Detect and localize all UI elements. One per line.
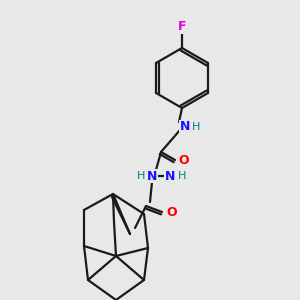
Text: O: O: [179, 154, 189, 166]
Text: H: H: [137, 171, 145, 181]
Text: N: N: [165, 169, 175, 182]
Text: N: N: [180, 121, 190, 134]
Text: H: H: [192, 122, 200, 132]
Text: N: N: [147, 169, 157, 182]
Text: O: O: [167, 206, 177, 218]
Text: H: H: [178, 171, 186, 181]
Text: F: F: [178, 20, 186, 34]
